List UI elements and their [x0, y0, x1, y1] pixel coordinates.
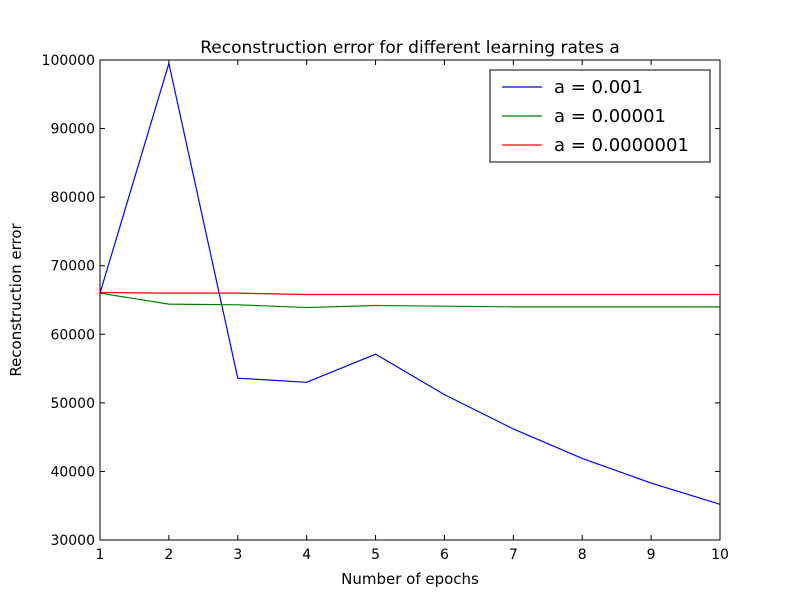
ticks-layer: 1 2 3 4 5 6 7 8 9 10 30000 40000 50000 60000 70000 8000…	[42, 53, 729, 563]
y-tick-label: 30000	[50, 533, 95, 549]
legend: a = 0.001 a = 0.00001 a = 0.0000001	[489, 69, 711, 163]
plot-frame	[99, 59, 721, 541]
legend-label-1: a = 0.001	[554, 77, 643, 98]
x-tick-label: 3	[233, 547, 242, 563]
x-tick-label: 9	[647, 547, 656, 563]
y-tick-label: 80000	[50, 190, 95, 206]
x-tick-label: 4	[302, 547, 311, 563]
x-tick-label: 7	[509, 547, 518, 563]
y-tick-label: 70000	[50, 259, 95, 275]
series-line-2	[99, 292, 720, 309]
y-tick-label: 100000	[42, 53, 95, 69]
y-tick-label: 90000	[50, 122, 95, 138]
legend-label-3: a = 0.0000001	[554, 135, 689, 156]
x-tick-label: 8	[578, 547, 587, 563]
x-axis-title: Number of epochs	[341, 570, 479, 588]
series-line-3	[99, 291, 720, 296]
series-layer	[99, 61, 721, 505]
x-tick-label: 6	[440, 547, 449, 563]
y-tick-label: 60000	[50, 327, 95, 343]
x-tick-label: 1	[96, 547, 105, 563]
series-line-1	[99, 61, 721, 505]
chart-title: Reconstruction error for different learn…	[200, 38, 620, 58]
x-tick-label: 5	[371, 547, 380, 563]
y-axis-title: Reconstruction error	[7, 222, 25, 376]
legend-label-2: a = 0.00001	[554, 106, 666, 127]
y-tick-label: 50000	[50, 396, 95, 412]
x-tick-label: 2	[164, 547, 173, 563]
x-tick-label: 10	[711, 547, 729, 563]
y-tick-label: 40000	[50, 464, 95, 480]
